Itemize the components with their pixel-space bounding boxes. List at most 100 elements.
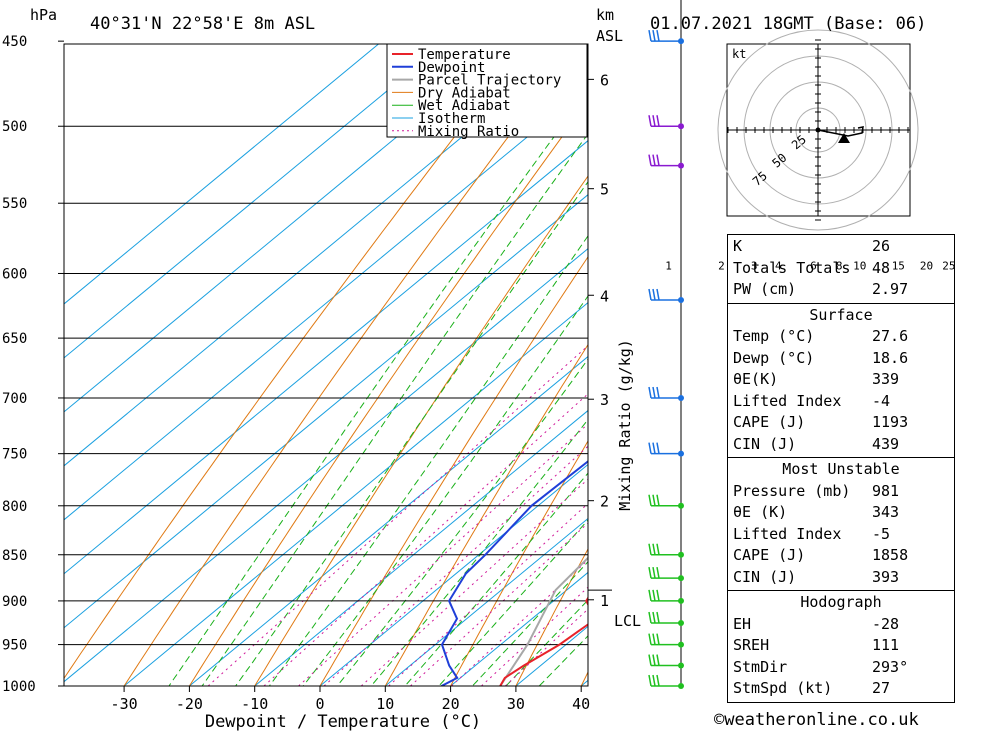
surface-index-row: θE(K) 339 (728, 369, 954, 391)
parcel-trajectory-line (499, 556, 588, 686)
mixing-ratio-line (207, 345, 588, 686)
most-unstable-title: Most Unstable (782, 460, 900, 478)
indices-most-unstable: Most Unstable Pressure (mb) 981 θE (K) 343 L… (728, 457, 954, 590)
wind-barb-flag (656, 633, 660, 645)
wind-barb-dot (678, 575, 684, 582)
index-value: 111 (872, 636, 900, 654)
wind-barb-flag (652, 442, 656, 454)
index-label: CAPE (J) (733, 413, 806, 431)
wind-barb-flag (648, 494, 652, 506)
mixing-ratio-label: 1 (665, 259, 672, 272)
hodograph-index-row: StmSpd (kt) 27 (728, 678, 954, 700)
general-index-row: Totals Totals 48 (728, 258, 954, 280)
wind-barb-flag (648, 115, 652, 127)
hodograph-index-row: SREH 111 (728, 635, 954, 657)
mixing-ratio-label: 3 (751, 259, 758, 272)
wind-barb-flag (648, 543, 652, 555)
most-unstable-index-row: CIN (J) 393 (728, 567, 954, 589)
wind-barb-dot (678, 641, 684, 648)
wet-adiabat-line (336, 358, 588, 686)
isotherm-line (254, 409, 588, 686)
wind-barb-dot (678, 394, 684, 401)
wind-barb-dot (678, 502, 684, 509)
wind-barb-dot (678, 662, 684, 669)
wind-barb-flag (652, 611, 656, 624)
index-label: K (733, 237, 743, 255)
surface-index-row: CAPE (J) 1193 (728, 412, 954, 434)
isotherm-line (384, 517, 588, 686)
index-label: StmDir (733, 657, 788, 676)
index-label: Dewp (°C) (733, 348, 815, 367)
wet-adiabat-line (201, 133, 588, 686)
legend-entry: Mixing Ratio (418, 124, 519, 140)
mixing-ratio-line (360, 478, 588, 686)
pressure-label: 950 (2, 638, 27, 654)
mixing-ratio-label: 8 (836, 259, 843, 272)
dry-adiabat-line (450, 440, 588, 686)
wet-adiabat-line (268, 235, 588, 686)
wet-adiabat-line (168, 89, 588, 686)
index-value: 1858 (872, 546, 909, 564)
wind-barb-flag (656, 494, 660, 506)
isotherm-line (64, 247, 588, 683)
x-axis-title: Dewpoint / Temperature (°C) (205, 712, 481, 732)
index-value: 393 (872, 567, 900, 586)
wind-barb-dot (678, 296, 684, 303)
wind-barb-flag (652, 115, 656, 127)
dry-adiabat-line (515, 548, 588, 686)
wind-barb-flag (648, 567, 652, 579)
most-unstable-index-row: CAPE (J) 1858 (728, 545, 954, 567)
isotherm-line (64, 44, 445, 359)
wind-barb-dot (678, 620, 684, 627)
indices-hodograph: Hodograph EH -28 SREH 111 StmDir 293° StmSpd (… (728, 590, 954, 702)
location-label: 40°31'N 22°58'E 8m ASL (90, 14, 315, 34)
indices-general: K 26 Totals Totals 48 PW (cm) 2.97 (728, 235, 954, 303)
wind-barb-dot (678, 162, 684, 169)
index-value: 48 (872, 258, 891, 277)
wind-barb-flag (652, 154, 656, 166)
wind-barb-flag (648, 154, 652, 166)
hodograph-index-row: EH -28 (728, 614, 954, 636)
index-label: CIN (J) (733, 434, 797, 453)
index-value: 339 (872, 370, 900, 388)
wind-barb-flag (656, 654, 660, 666)
x-tick-label: 0 (315, 695, 324, 713)
index-value: -4 (872, 391, 891, 410)
surface-index-row: Dewp (°C) 18.6 (728, 348, 954, 370)
hodograph-ring (717, 29, 919, 231)
wind-barb-dot (678, 551, 684, 558)
hodograph-title: Hodograph (800, 593, 882, 611)
height-tick-label: 6 (600, 71, 609, 89)
index-label: θE(K) (733, 370, 779, 388)
wind-barb-flag (652, 633, 656, 645)
pressure-label: 600 (2, 266, 27, 282)
x-tick-label: 30 (507, 695, 525, 713)
wind-barb-dot (678, 123, 684, 130)
chart-profiles (440, 460, 588, 686)
isotherm-line (64, 44, 380, 305)
mixing-ratio-axis-title: Mixing Ratio (g/kg) (616, 339, 634, 511)
pressure-label: 900 (2, 594, 27, 610)
wind-barb-flag (656, 567, 660, 579)
footer-credit[interactable]: ©weatheronline.co.uk (714, 710, 919, 730)
wind-barb-dot (678, 597, 684, 604)
wind-barb-flag (652, 654, 656, 666)
mixing-ratio-label: 25 (942, 259, 955, 272)
dry-adiabat-line (319, 255, 588, 686)
index-value: 439 (872, 434, 900, 453)
hodograph-trace (817, 126, 864, 137)
footer-site: weatheronline.co.uk (724, 710, 919, 730)
index-value: -5 (872, 524, 891, 543)
wind-barb-flag (656, 674, 660, 687)
pressure-label: 650 (2, 331, 27, 347)
mixing-ratio-label: 10 (853, 259, 866, 272)
index-value: 1193 (872, 413, 909, 431)
dry-adiabat-line (254, 175, 588, 686)
isotherm-line (123, 301, 588, 686)
chart-axes: 1234681015202530035040045050055060065070… (2, 34, 956, 713)
wind-barb-flag (656, 115, 660, 127)
isotherm-line (319, 463, 588, 686)
x-tick-label: 10 (376, 695, 394, 713)
